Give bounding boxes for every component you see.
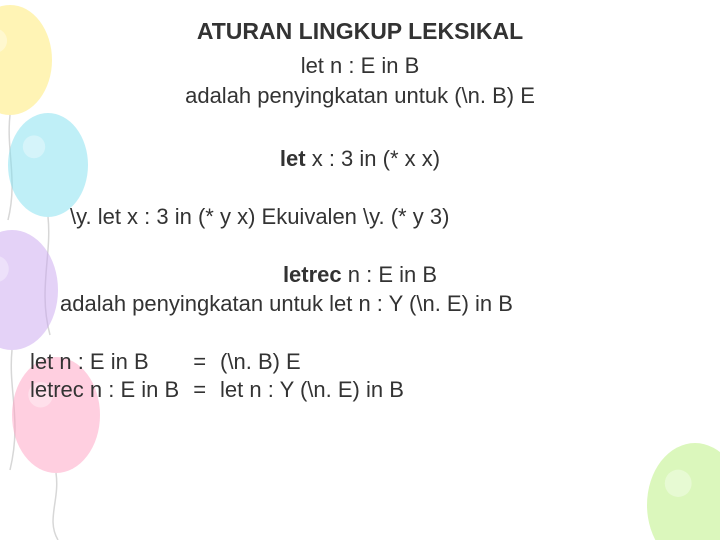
example-1-rest: x : 3 in (* x x) (306, 146, 440, 171)
intro-line-2: adalah penyingkatan untuk (\n. B) E (30, 81, 690, 111)
example-1-keyword: let (280, 146, 306, 171)
eq1-rhs: (\n. B) E (220, 349, 418, 377)
letrec-rest: n : E in B (342, 262, 437, 287)
letrec-line-1: letrec n : E in B (30, 260, 690, 290)
intro-line-1: let n : E in B (30, 51, 690, 81)
eq2-eq: = (193, 377, 220, 405)
letrec-keyword: letrec (283, 262, 342, 287)
table-row: let n : E in B = (\n. B) E (30, 349, 418, 377)
equations-table: let n : E in B = (\n. B) E letrec n : E … (30, 349, 418, 405)
eq1-lhs: let n : E in B (30, 349, 193, 377)
table-row: letrec n : E in B = let n : Y (\n. E) in… (30, 377, 418, 405)
example-1: let x : 3 in (* x x) (30, 144, 690, 174)
example-2: \y. let x : 3 in (* y x) Ekuivalen \y. (… (30, 202, 690, 232)
slide-title: ATURAN LINGKUP LEKSIKAL (30, 18, 690, 45)
eq1-eq: = (193, 349, 220, 377)
eq2-rhs: let n : Y (\n. E) in B (220, 377, 418, 405)
eq2-lhs: letrec n : E in B (30, 377, 193, 405)
letrec-definition: letrec n : E in B adalah penyingkatan un… (30, 260, 690, 319)
slide-content: ATURAN LINGKUP LEKSIKAL let n : E in B a… (0, 0, 720, 405)
letrec-line-2: adalah penyingkatan untuk let n : Y (\n.… (30, 289, 690, 319)
